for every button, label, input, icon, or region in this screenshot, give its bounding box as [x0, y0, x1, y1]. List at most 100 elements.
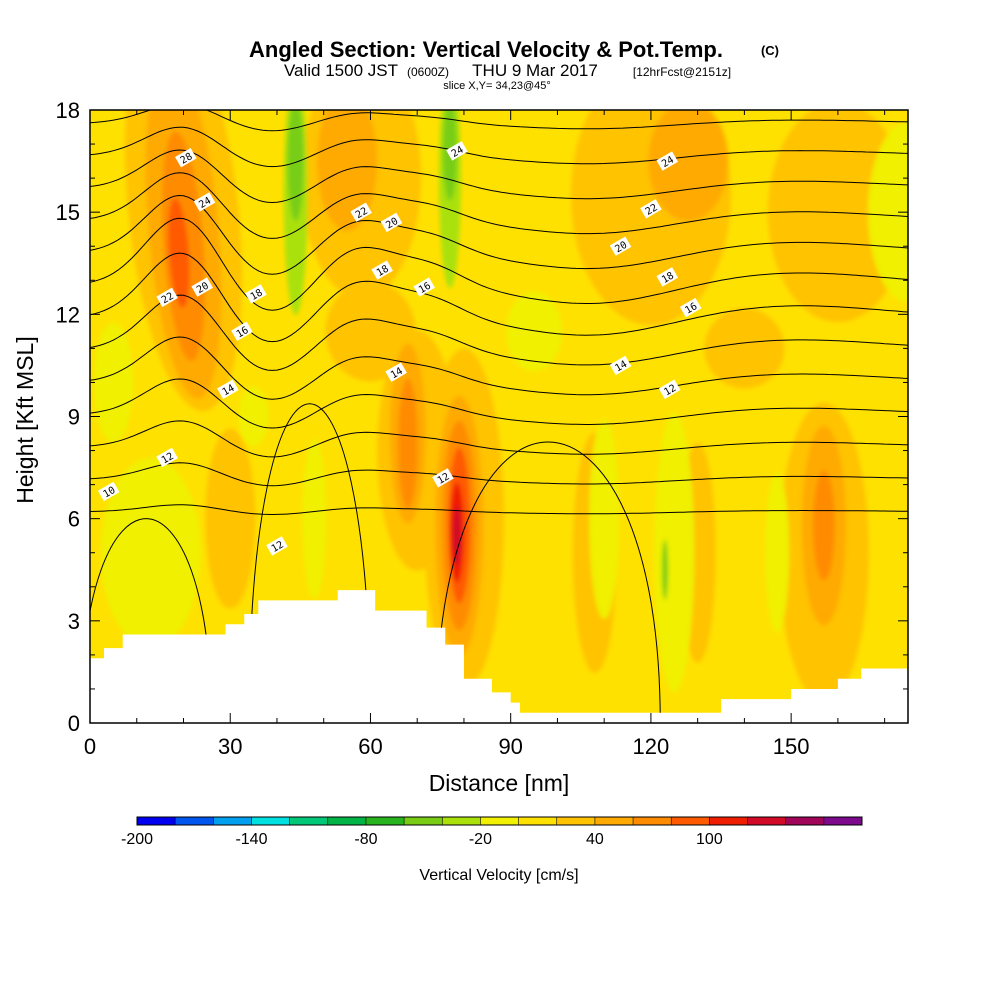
- contour-label-group: 10: [97, 481, 120, 502]
- contour-label: 12: [436, 471, 452, 487]
- y-tick-label: 18: [56, 98, 80, 123]
- contour-label: 22: [644, 202, 660, 218]
- velocity-cell: [452, 505, 461, 566]
- contour-label-box: [231, 321, 253, 342]
- contour-label-box: [640, 199, 662, 219]
- contour-label-group: 20: [191, 277, 213, 297]
- x-tick-label: 0: [84, 734, 96, 759]
- colorbar-tick-label: -80: [354, 831, 377, 848]
- colorbar-swatch: [747, 817, 787, 825]
- contour-label: 16: [683, 301, 699, 317]
- colorbar-label: Vertical Velocity [cm/s]: [419, 867, 578, 884]
- isentrope-line: [90, 336, 908, 400]
- contour-label: 20: [613, 240, 629, 256]
- contour-label-group: 18: [371, 260, 393, 280]
- contour-label-group: 14: [385, 362, 407, 382]
- contour-label-box: [679, 297, 702, 318]
- colorbar-swatch: [137, 817, 176, 825]
- contour-label: 28: [179, 151, 195, 167]
- contour-label: 22: [160, 291, 176, 307]
- subtitle-forecast: [12hrFcst@2151z]: [633, 65, 731, 79]
- contour-label: 14: [389, 366, 405, 382]
- contour-label: 24: [450, 144, 466, 160]
- isentrope-line: [90, 194, 908, 275]
- slice-info: slice X,Y= 34,23@45°: [443, 80, 551, 92]
- colorbar-tick-label: 100: [696, 831, 723, 848]
- subtitle-valid: Valid 1500 JST: [284, 61, 398, 80]
- contour-label-group: 24: [656, 151, 679, 171]
- contour-label-group: 16: [231, 321, 253, 342]
- contour-label: 10: [101, 485, 117, 501]
- contour-label: 12: [160, 451, 176, 467]
- colorbar-swatch: [594, 817, 634, 825]
- colorbar-swatch: [785, 817, 825, 825]
- colorbar-swatch: [480, 817, 520, 825]
- contour-label: 12: [270, 539, 286, 555]
- contour-label-group: 22: [156, 287, 178, 308]
- colorbar-swatch: [823, 817, 863, 825]
- colorbar-tick-label: -200: [121, 831, 153, 848]
- y-tick-label: 9: [68, 405, 80, 430]
- velocity-cell: [589, 418, 620, 619]
- contour-label-box: [609, 355, 632, 376]
- contour-label-group: 18: [245, 284, 267, 304]
- y-tick-label: 12: [56, 302, 80, 327]
- velocity-cell: [654, 412, 695, 693]
- y-tick-label: 0: [68, 711, 80, 736]
- isentrope-loop: [248, 403, 371, 723]
- contour-label-box: [350, 202, 372, 222]
- contour-label: 12: [662, 383, 678, 399]
- contour-label-box: [371, 260, 393, 280]
- velocity-cell: [238, 386, 269, 447]
- isentrope-loop: [90, 518, 213, 723]
- isentrope-line: [90, 110, 908, 132]
- contour-label-box: [217, 379, 239, 399]
- colorbar-swatch: [213, 817, 252, 825]
- colorbar-swatch: [289, 817, 329, 825]
- velocity-cell: [648, 110, 729, 222]
- x-axis-label: Distance [nm]: [429, 770, 570, 796]
- title-unit: (C): [761, 43, 779, 58]
- terrain-mask: [90, 590, 908, 723]
- velocity-cell: [325, 281, 416, 382]
- isentrope-line: [90, 420, 908, 458]
- contour-label: 20: [195, 281, 211, 297]
- contour-label-group: 12: [432, 468, 454, 488]
- velocity-cell: [868, 122, 908, 303]
- contour-label-group: 16: [679, 297, 702, 318]
- contour-label-group: 12: [658, 379, 681, 399]
- x-tick-label: 90: [498, 734, 522, 759]
- colorbar-swatch: [442, 817, 481, 825]
- colorbar: [136, 816, 863, 826]
- colorbar-tick-label: 40: [586, 831, 604, 848]
- contour-label: 18: [375, 264, 391, 280]
- isentrope-line: [90, 149, 908, 204]
- colorbar-swatch: [633, 817, 672, 825]
- contour-label: 20: [384, 216, 400, 232]
- isentrope-line: [90, 378, 908, 429]
- contour-label-group: 20: [380, 212, 403, 233]
- pot-temp-contours: [90, 110, 908, 723]
- contour-label-box: [385, 362, 407, 382]
- isentrope-line: [90, 217, 908, 311]
- isentrope-line: [90, 172, 908, 239]
- velocity-cell: [767, 110, 908, 323]
- colorbar-swatch: [671, 817, 710, 825]
- y-axis-label: Height [Kft MSL]: [12, 336, 38, 503]
- colorbar-swatch: [365, 817, 405, 825]
- contour-label: 24: [197, 195, 213, 211]
- plot-area: 28 24 22 20 18 16 14 12 10 12 22 20 18 16 14 12 24 24 22 20…: [90, 110, 908, 723]
- velocity-cell: [812, 470, 835, 581]
- isentrope-loop: [435, 441, 661, 723]
- x-tick-label: 30: [218, 734, 242, 759]
- contour-label-box: [380, 212, 403, 233]
- contour-label-box: [609, 236, 632, 256]
- contour-label: 24: [660, 155, 676, 171]
- velocity-cell: [397, 378, 418, 509]
- contour-label-group: 14: [217, 379, 239, 399]
- contour-label-group: 22: [640, 199, 662, 219]
- colorbar-tick-label: -20: [469, 831, 492, 848]
- contour-label-group: 20: [609, 236, 632, 256]
- contour-label: 22: [354, 206, 370, 222]
- contour-label: 18: [249, 287, 265, 303]
